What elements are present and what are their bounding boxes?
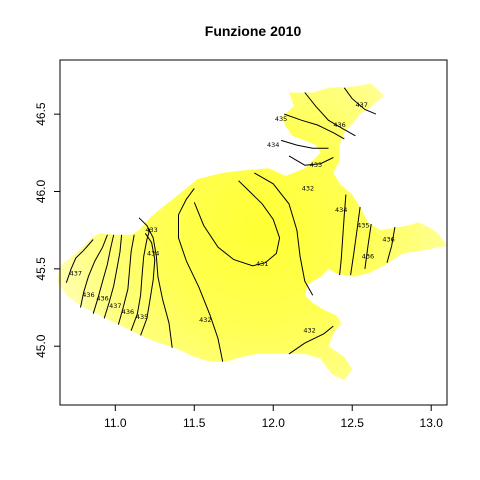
contour-line-436-4 — [117, 234, 135, 325]
contour-label-435: 435 — [136, 313, 148, 321]
contour-label-436: 436 — [122, 308, 134, 316]
contour-line-433-12 — [288, 155, 334, 166]
contour-line-432-8 — [178, 188, 224, 362]
contour-line-435-18 — [350, 206, 361, 276]
contour-line-436-2 — [92, 234, 115, 314]
contour-label-434: 434 — [147, 249, 159, 257]
contour-label-436: 436 — [82, 291, 94, 299]
contour-line-431-9 — [193, 180, 281, 267]
contour-label-434: 434 — [267, 141, 279, 149]
y-tick-label: 45.5 — [34, 257, 48, 281]
contour-line-437-16 — [343, 87, 377, 115]
x-tick-label: 12.0 — [262, 416, 286, 430]
contour-label-432: 432 — [303, 327, 315, 335]
map-layer — [56, 83, 448, 381]
contour-label-436: 436 — [382, 236, 394, 244]
contour-line-432-10 — [254, 172, 314, 296]
contour-label-432: 432 — [302, 184, 314, 192]
contour-label-437: 437 — [355, 101, 367, 109]
contour-line-434-13 — [280, 139, 329, 149]
contour-line-434-6 — [140, 233, 156, 336]
x-tick-label: 12.5 — [341, 416, 365, 430]
x-tick-label: 13.0 — [420, 416, 444, 430]
contour-line-433-7 — [138, 217, 173, 348]
contour-line-435-5 — [130, 228, 151, 331]
contour-label-436: 436 — [333, 121, 345, 129]
y-tick-label: 46.0 — [34, 179, 48, 203]
contour-line-436-1 — [80, 234, 108, 308]
contour-line-436-15 — [304, 92, 356, 137]
chart-title: Funzione 2010 — [205, 23, 302, 39]
contour-label-436: 436 — [362, 253, 374, 261]
contour-label-437: 437 — [70, 270, 82, 278]
contour-line-437-0 — [65, 239, 94, 283]
contour-label-435: 435 — [275, 115, 287, 123]
contour-line-436-19 — [364, 223, 372, 269]
contour-label-436: 436 — [96, 294, 108, 302]
contour-label-433: 433 — [310, 161, 322, 169]
contour-line-437-3 — [103, 234, 123, 319]
contour-label-434: 434 — [335, 206, 347, 214]
region-fill — [56, 83, 448, 381]
contour-line-434-17 — [339, 194, 347, 276]
y-tick-label: 46.5 — [34, 102, 48, 126]
contour-line-436-20 — [386, 227, 396, 263]
contour-label-431: 431 — [256, 260, 268, 268]
contour-line-435-14 — [284, 113, 345, 140]
x-tick-label: 11.5 — [183, 416, 206, 430]
axes-layer: 11.0 11.5 12.0 12.5 13.0 45.0 45.5 46.0 46.5 — [34, 102, 443, 430]
contour-label-433: 433 — [145, 226, 157, 234]
x-tick-label: 11.0 — [104, 416, 127, 430]
y-tick-label: 45.0 — [34, 334, 48, 358]
contour-line-432-11 — [288, 325, 334, 355]
contour-label-437: 437 — [109, 302, 121, 310]
contour-label-432: 432 — [199, 316, 211, 324]
contour-label-435: 435 — [357, 222, 369, 230]
